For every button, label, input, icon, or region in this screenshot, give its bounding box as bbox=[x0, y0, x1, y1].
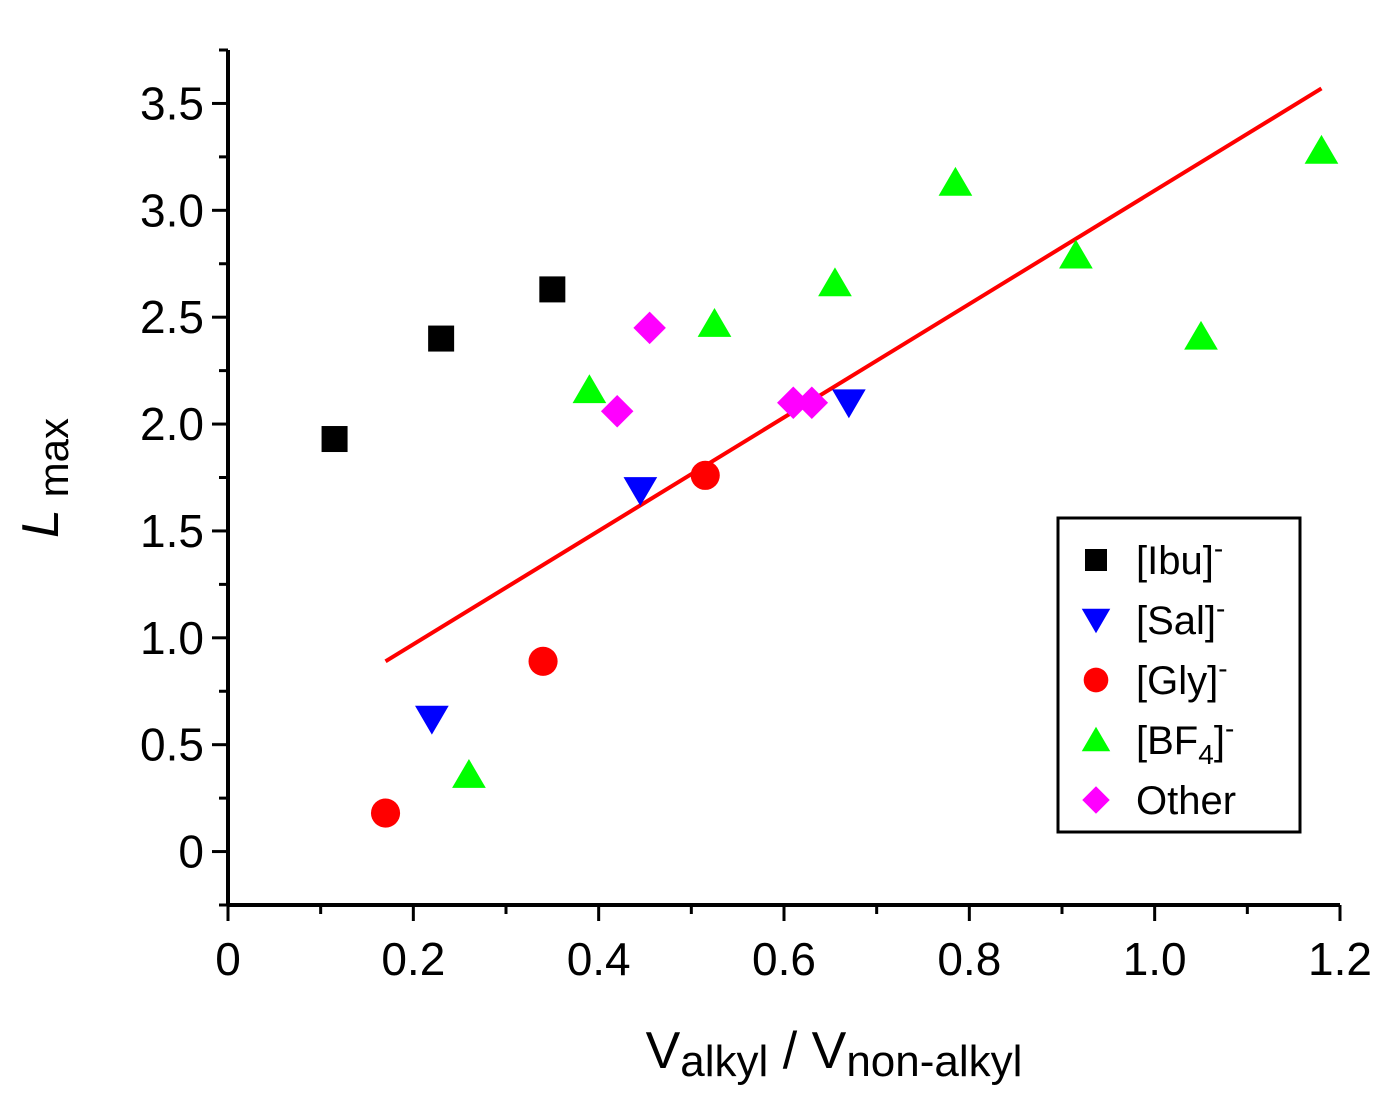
x-axis-title: Valkyl / Vnon-alkyl bbox=[646, 1022, 1023, 1086]
data-point bbox=[428, 325, 455, 352]
x-tick-label: 0.8 bbox=[937, 933, 1001, 985]
data-point bbox=[832, 389, 866, 419]
legend-label: [Sal] bbox=[1136, 599, 1216, 643]
data-point bbox=[1059, 239, 1093, 269]
x-tick-label: 0.4 bbox=[567, 933, 631, 985]
y-axis-title-sub: max bbox=[30, 418, 77, 509]
legend-entry: [BF4]- bbox=[1136, 713, 1234, 770]
data-point bbox=[795, 386, 829, 419]
data-point bbox=[938, 166, 973, 196]
data-point bbox=[1304, 134, 1339, 164]
x-tick-label: 1.2 bbox=[1308, 933, 1372, 985]
data-point bbox=[539, 276, 566, 303]
legend-marker bbox=[1081, 608, 1111, 634]
data-point bbox=[415, 705, 449, 735]
series-triangle-up bbox=[452, 134, 1339, 788]
legend-entry: [Ibu]- bbox=[1136, 533, 1223, 583]
y-axis-title-main: L bbox=[12, 509, 70, 538]
data-point bbox=[1184, 320, 1218, 350]
data-point bbox=[528, 646, 558, 676]
legend-marker bbox=[1083, 667, 1109, 693]
y-tick-label: 3.5 bbox=[140, 77, 204, 129]
legend-entry: [Sal]- bbox=[1136, 593, 1225, 643]
data-point bbox=[623, 477, 658, 506]
legend-label-sup: - bbox=[1225, 713, 1234, 744]
data-point bbox=[818, 267, 852, 297]
legend-marker bbox=[1081, 726, 1111, 752]
legend-label: [Ibu] bbox=[1136, 539, 1214, 583]
legend-label-sup: - bbox=[1218, 653, 1227, 684]
x-axis-title-sep: / V bbox=[768, 1022, 846, 1080]
data-point bbox=[370, 798, 401, 828]
data-point bbox=[697, 308, 732, 337]
y-tick-label: 3.0 bbox=[140, 184, 204, 236]
y-axis-title: L max bbox=[12, 418, 77, 538]
y-tick-label: 0.5 bbox=[140, 719, 204, 771]
data-point bbox=[572, 374, 607, 404]
x-tick-label: 0.2 bbox=[381, 933, 445, 985]
x-axis-title-main: V bbox=[646, 1022, 681, 1080]
y-tick-label: 2.0 bbox=[140, 398, 204, 450]
legend-label-sup: - bbox=[1216, 593, 1225, 624]
legend-label-sub: 4 bbox=[1198, 739, 1214, 770]
data-point bbox=[600, 394, 634, 428]
series-triangle-down bbox=[415, 389, 866, 735]
x-axis-title-sub1: alkyl bbox=[680, 1037, 768, 1086]
legend-entry: Other bbox=[1136, 779, 1236, 823]
legend-label-close: ] bbox=[1214, 719, 1225, 763]
x-tick-label: 0 bbox=[215, 933, 241, 985]
legend-marker bbox=[1082, 786, 1110, 814]
data-point bbox=[690, 460, 720, 490]
y-tick-label: 0 bbox=[178, 826, 204, 878]
data-point bbox=[452, 759, 486, 788]
legend-label-sup: - bbox=[1214, 533, 1223, 564]
series-diamond bbox=[600, 311, 829, 428]
x-tick-label: 1.0 bbox=[1123, 933, 1187, 985]
series-circle bbox=[370, 460, 720, 828]
data-point bbox=[321, 426, 348, 453]
legend-entry: [Gly]- bbox=[1136, 653, 1228, 703]
data-point bbox=[777, 386, 810, 419]
legend-marker bbox=[1085, 549, 1107, 571]
legend-label: [Gly] bbox=[1136, 659, 1218, 703]
fit-line bbox=[384, 86, 1323, 664]
legend-label: [BF bbox=[1136, 719, 1198, 763]
y-tick-label: 1.5 bbox=[140, 505, 204, 557]
x-tick-label: 0.6 bbox=[752, 933, 816, 985]
series-square bbox=[321, 276, 566, 453]
y-tick-label: 2.5 bbox=[140, 291, 204, 343]
y-tick-label: 1.0 bbox=[140, 612, 204, 664]
x-axis-title-sub2: non-alkyl bbox=[846, 1037, 1022, 1086]
data-point bbox=[633, 311, 666, 345]
legend-label: Other bbox=[1136, 779, 1236, 823]
